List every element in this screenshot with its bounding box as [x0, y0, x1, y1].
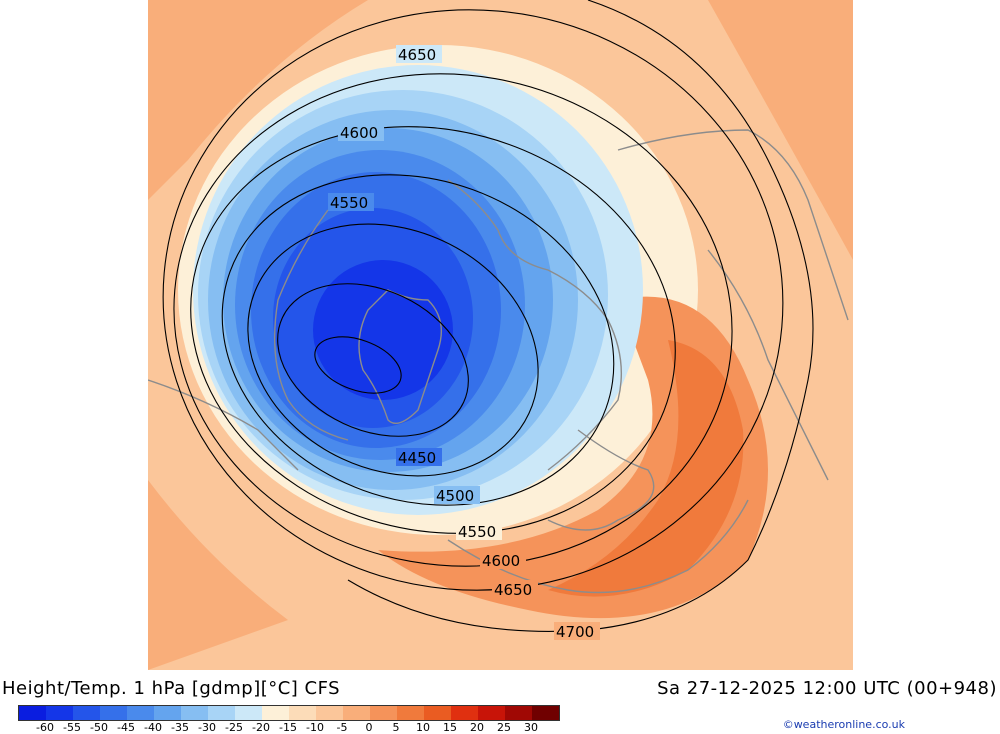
legend-tick-label: -5 — [336, 721, 348, 734]
color-legend — [18, 705, 560, 721]
contour-label-4450: 4450 — [398, 449, 436, 467]
legend-swatch — [424, 706, 451, 720]
legend-swatch — [262, 706, 289, 720]
legend-swatch — [397, 706, 424, 720]
contour-label-4650-bottom: 4650 — [494, 581, 532, 599]
legend-swatch — [505, 706, 532, 720]
legend-swatch — [181, 706, 208, 720]
contour-label-4650-top: 4650 — [398, 46, 436, 64]
legend-swatch — [100, 706, 127, 720]
contour-label-4600-top: 4600 — [340, 124, 378, 142]
legend-tick-label: -25 — [225, 721, 243, 734]
footer — [0, 670, 1000, 733]
legend-swatch — [451, 706, 478, 720]
legend-tick-label: 5 — [392, 721, 400, 734]
contour-label-4600-bottom: 4600 — [482, 552, 520, 570]
legend-tick-label: -10 — [306, 721, 324, 734]
legend-tick-label: -50 — [90, 721, 108, 734]
legend-swatch — [19, 706, 46, 720]
legend-swatch — [478, 706, 505, 720]
legend-swatch — [73, 706, 100, 720]
legend-swatch — [370, 706, 397, 720]
legend-tick-label: 20 — [470, 721, 484, 734]
contour-label-4550-bottom: 4550 — [458, 523, 496, 541]
contour-label-4500: 4500 — [436, 487, 474, 505]
legend-tick-label: -55 — [63, 721, 81, 734]
contour-label-4550-top: 4550 — [330, 194, 368, 212]
legend-tick-label: -45 — [117, 721, 135, 734]
legend-swatch — [235, 706, 262, 720]
legend-swatch — [343, 706, 370, 720]
valid-time: Sa 27-12-2025 12:00 UTC (00+948) — [657, 678, 997, 699]
legend-swatch — [532, 706, 559, 720]
legend-swatch — [127, 706, 154, 720]
legend-tick-label: -15 — [279, 721, 297, 734]
legend-swatch — [208, 706, 235, 720]
legend-tick-label: 25 — [497, 721, 511, 734]
legend-swatch — [46, 706, 73, 720]
legend-tick-label: -35 — [171, 721, 189, 734]
legend-tick-label: 10 — [416, 721, 430, 734]
legend-tick-label: 0 — [365, 721, 373, 734]
legend-swatch — [154, 706, 181, 720]
legend-swatch — [289, 706, 316, 720]
legend-tick-label: 30 — [524, 721, 538, 734]
credit-link[interactable]: ©weatheronline.co.uk — [782, 718, 905, 731]
legend-tick-label: 15 — [443, 721, 457, 734]
legend-ticks: -60 -55 -50 -45 -40 -35 -30 -25 -20 -15 -10 -5 0 5 10 1… — [18, 721, 578, 734]
weather-map: 4650 4600 4550 4450 4500 4550 4600 4650 … — [148, 0, 853, 670]
legend-swatch — [316, 706, 343, 720]
map-title: Height/Temp. 1 hPa [gdmp][°C] CFS — [2, 678, 341, 699]
legend-tick-label: -40 — [144, 721, 162, 734]
contour-label-4700: 4700 — [556, 623, 594, 641]
legend-tick-label: -30 — [198, 721, 216, 734]
legend-tick-label: -20 — [252, 721, 270, 734]
legend-tick-label: -60 — [36, 721, 54, 734]
